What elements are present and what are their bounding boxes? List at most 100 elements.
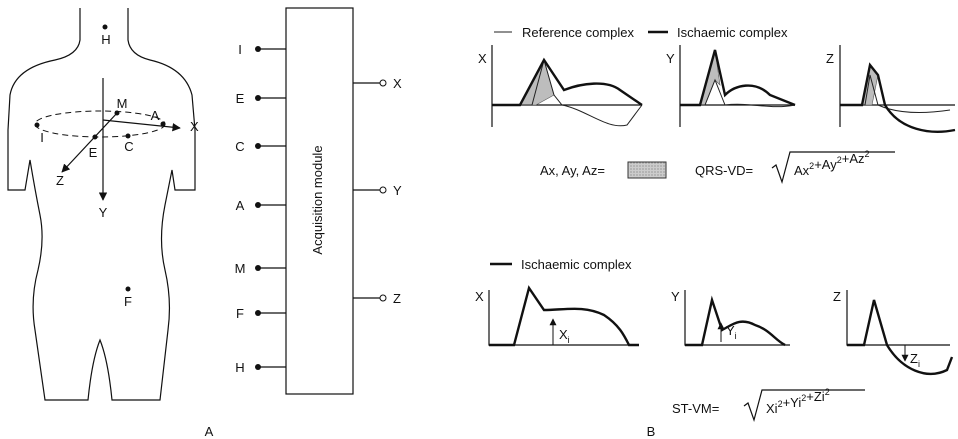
z-axis-arrow: [61, 111, 119, 173]
panel-label: B: [647, 424, 656, 439]
marker-sub: i: [735, 331, 737, 341]
term-base: Xi: [766, 401, 778, 416]
output-label: Z: [393, 291, 401, 306]
output-terminal: [379, 186, 387, 194]
input-label: C: [235, 139, 244, 154]
panel-label: A: [205, 424, 214, 439]
output-label: Y: [393, 183, 402, 198]
term-exp: 2: [778, 399, 783, 409]
legend-label: Ischaemic complex: [677, 25, 788, 40]
plot-axis-label: Y: [671, 289, 680, 304]
shape-circle: [160, 121, 166, 127]
area-label: Ax, Ay, Az=: [540, 163, 605, 178]
shape-circle: [114, 110, 120, 116]
marker-sub: i: [568, 335, 570, 345]
shape-path: [847, 299, 954, 375]
term-op: +: [814, 157, 822, 172]
marker-base: Y: [726, 323, 735, 338]
output-label: X: [393, 76, 402, 91]
group: Y Yi: [671, 289, 790, 347]
shape-circle: [34, 122, 40, 128]
term-op: +: [842, 151, 850, 166]
term-exp: 2: [809, 161, 814, 171]
input-label: F: [236, 306, 244, 321]
group: X: [478, 45, 643, 127]
plot-axis-label: Y: [666, 51, 675, 66]
marker-base: X: [559, 327, 568, 342]
module-box: [285, 7, 354, 395]
module-title: Acquisition module: [310, 145, 325, 254]
point-label: H: [101, 32, 110, 47]
term-base: Zi: [814, 389, 825, 404]
legend-label: Ischaemic complex: [521, 257, 632, 272]
shape-circle: [125, 286, 131, 292]
group: X Xi: [475, 285, 639, 347]
input-terminal: [255, 202, 261, 208]
formula-terms: Ax2+Ay2+Az2: [794, 149, 870, 178]
group: Z: [826, 45, 956, 133]
input-terminal: [255, 265, 261, 271]
formula-name: QRS-VD=: [695, 163, 753, 178]
shape-path: [846, 290, 950, 346]
output-terminal: [379, 79, 387, 87]
radical: [771, 151, 895, 185]
formula-name: ST-VM=: [672, 401, 719, 416]
marker-sub: i: [918, 359, 920, 369]
module-outputs: X Y Z: [353, 76, 402, 306]
shape-path: [685, 295, 786, 347]
shape-path: [492, 57, 643, 107]
shape-path: [840, 62, 956, 133]
marker-label: Xi: [559, 327, 570, 345]
marker-label: Zi: [910, 351, 920, 369]
input-label: E: [236, 91, 245, 106]
input-label: A: [236, 198, 245, 213]
module-inputs: I E C A M F H: [235, 42, 286, 375]
formula-terms: Xi2+Yi2+Zi2: [766, 387, 830, 416]
group: Y: [666, 45, 796, 127]
point-label: C: [124, 139, 133, 154]
term-base: Yi: [790, 395, 801, 410]
point-label: F: [124, 294, 132, 309]
shape-path: [492, 58, 643, 127]
term-exp: 2: [801, 393, 806, 403]
input-terminal: [255, 95, 261, 101]
term-exp: 2: [825, 387, 830, 397]
group: Z Zi: [833, 289, 954, 375]
term-base: Ay: [822, 157, 837, 172]
point-label: E: [89, 145, 98, 160]
plot-axis-label: Z: [833, 289, 841, 304]
plot-axis-label: Z: [826, 51, 834, 66]
shape-path: [680, 78, 796, 108]
axis-label: Y: [99, 205, 108, 220]
term-exp: 2: [837, 155, 842, 165]
torso-outline: [7, 8, 196, 401]
output-terminal: [379, 294, 387, 302]
input-terminal: [255, 46, 261, 52]
shape-path: [489, 285, 639, 347]
input-label: I: [238, 42, 242, 57]
shape-path: [680, 49, 796, 107]
radical: [743, 389, 865, 423]
shape-path: [839, 45, 955, 127]
plot-axis-label: X: [478, 51, 487, 66]
marker-label: Yi: [726, 323, 737, 341]
shape-circle: [125, 133, 131, 139]
point-label: M: [117, 96, 128, 111]
input-terminal: [255, 310, 261, 316]
input-terminal: [255, 143, 261, 149]
input-label: M: [235, 261, 246, 276]
shape-circle: [102, 24, 108, 30]
shape-path: [840, 74, 951, 113]
term-op: +: [783, 395, 791, 410]
axis-label: Z: [56, 173, 64, 188]
input-label: H: [235, 360, 244, 375]
term-base: Az: [849, 151, 864, 166]
plot-axis-label: X: [475, 289, 484, 304]
axis-label: X: [190, 119, 199, 134]
point-label: I: [40, 130, 44, 145]
legend-label: Reference complex: [522, 25, 634, 40]
point-label: A: [151, 108, 160, 123]
marker-base: Z: [910, 351, 918, 366]
shape-circle: [92, 134, 98, 140]
